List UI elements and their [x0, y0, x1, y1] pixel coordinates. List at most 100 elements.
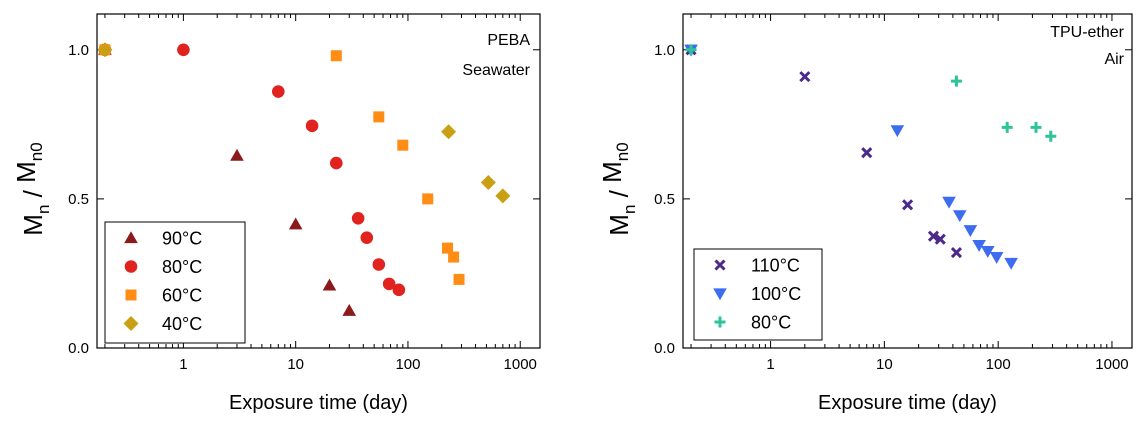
legend-entry-label: 40°C	[162, 314, 202, 334]
data-point	[322, 278, 337, 291]
x-tick-label: 10	[876, 356, 893, 373]
data-point	[351, 211, 365, 225]
series-80°C	[98, 43, 406, 297]
data-point	[230, 148, 244, 161]
chart-panel-1: 1 10 100 1000 0.0 0.5 1.0 Exposure time (day) Mn…	[11, 13, 541, 414]
y-axis-label-part: M	[11, 161, 41, 183]
data-point	[422, 193, 434, 205]
data-point	[799, 71, 811, 83]
data-point	[942, 196, 956, 209]
data-point	[288, 217, 303, 230]
x-axis-label: Exposure time (day)	[818, 392, 997, 414]
data-point	[685, 44, 697, 56]
y-tick-label: 0.0	[654, 340, 675, 357]
series-40°C	[97, 42, 511, 204]
data-point	[480, 174, 496, 190]
legend-marker	[123, 316, 139, 331]
y-axis-label-subscript: n0	[27, 142, 46, 161]
data-point	[360, 231, 374, 244]
y-axis-label-part: M	[604, 214, 634, 236]
series-90°C	[98, 42, 357, 316]
data-point	[382, 277, 396, 291]
data-point	[950, 247, 963, 259]
x-tick-label: 1	[179, 356, 187, 373]
y-axis-label: Mn / Mn0	[597, 142, 639, 235]
y-axis-label-part: /	[604, 183, 634, 205]
series-100°C	[684, 44, 1018, 270]
data-point	[902, 199, 914, 211]
data-point	[330, 50, 342, 62]
legend-marker	[124, 260, 138, 273]
data-point	[972, 240, 986, 252]
data-point	[372, 258, 386, 271]
legend-entry-label: 110°C	[751, 256, 800, 276]
data-point	[271, 85, 285, 98]
x-axis-label: Exposure time (day)	[229, 392, 408, 414]
legend: 110°C 100°C 80°C	[693, 248, 823, 341]
x-tick-label: 1000	[1095, 356, 1128, 373]
y-axis-label-subscript: n0	[613, 142, 632, 161]
legend-marker	[124, 231, 138, 244]
legend-entry-label: 100°C	[751, 284, 801, 304]
legend-marker	[125, 289, 137, 301]
data-point	[927, 230, 940, 242]
legend-marker	[713, 288, 727, 301]
legend-box	[693, 248, 823, 341]
legend-marker	[714, 259, 726, 271]
annotation-label: Air	[1104, 51, 1124, 68]
data-point	[397, 139, 409, 151]
y-tick-label: 1.0	[654, 42, 675, 59]
legend: 90°C 80°C 60°C 40°C	[104, 221, 246, 344]
data-point	[963, 225, 978, 238]
y-tick-label: 0.0	[68, 340, 89, 357]
legend-entry-label: 90°C	[162, 229, 202, 249]
data-point	[952, 210, 967, 223]
annotation-label: PEBA	[487, 32, 530, 49]
data-point	[1030, 121, 1042, 133]
y-tick-label: 0.5	[68, 191, 89, 208]
data-point	[980, 245, 995, 258]
data-point	[934, 233, 946, 245]
chart-panel-2: 1 10 100 1000 0.0 0.5 1.0 Exposure time (day) Mn…	[597, 13, 1133, 414]
data-point	[97, 42, 113, 58]
data-point	[305, 119, 319, 133]
y-axis-label-part: M	[597, 161, 627, 183]
data-point	[1004, 257, 1018, 270]
data-point	[329, 156, 343, 170]
y-axis-label: Mn / Mn0	[11, 142, 53, 235]
y-axis-label-part: /	[18, 183, 48, 205]
x-tick-label: 10	[287, 356, 304, 373]
data-point	[441, 242, 453, 254]
data-point	[448, 251, 460, 263]
annotation-label: TPU-ether	[1050, 24, 1124, 41]
legend-entry-label: 80°C	[751, 313, 791, 333]
y-tick-label: 1.0	[68, 42, 89, 59]
legend-entry-label: 60°C	[162, 286, 202, 306]
x-tick-label: 1000	[504, 356, 537, 373]
data-point	[441, 124, 457, 140]
y-axis-label-part: M	[18, 214, 48, 236]
series-80°C	[685, 44, 1057, 142]
data-point	[495, 188, 511, 204]
plot-frame	[96, 13, 541, 349]
data-point	[177, 43, 190, 57]
data-point	[861, 147, 873, 159]
data-point	[1001, 121, 1013, 133]
data-point	[890, 125, 905, 138]
plot-frame	[682, 13, 1133, 349]
x-tick-label: 100	[986, 356, 1011, 373]
y-axis-label-subscript: n	[620, 205, 639, 214]
data-point	[392, 283, 406, 297]
legend-marker	[714, 316, 726, 328]
data-point	[453, 273, 465, 285]
data-point	[1045, 130, 1057, 142]
x-tick-label: 100	[395, 356, 420, 373]
data-point	[342, 303, 357, 316]
y-tick-label: 0.5	[654, 191, 675, 208]
data-point	[950, 75, 962, 87]
legend-entry-label: 80°C	[162, 257, 202, 277]
annotation-label: Seawater	[462, 62, 530, 79]
series-110°C	[685, 44, 963, 259]
y-axis-label-subscript: n	[34, 205, 53, 214]
